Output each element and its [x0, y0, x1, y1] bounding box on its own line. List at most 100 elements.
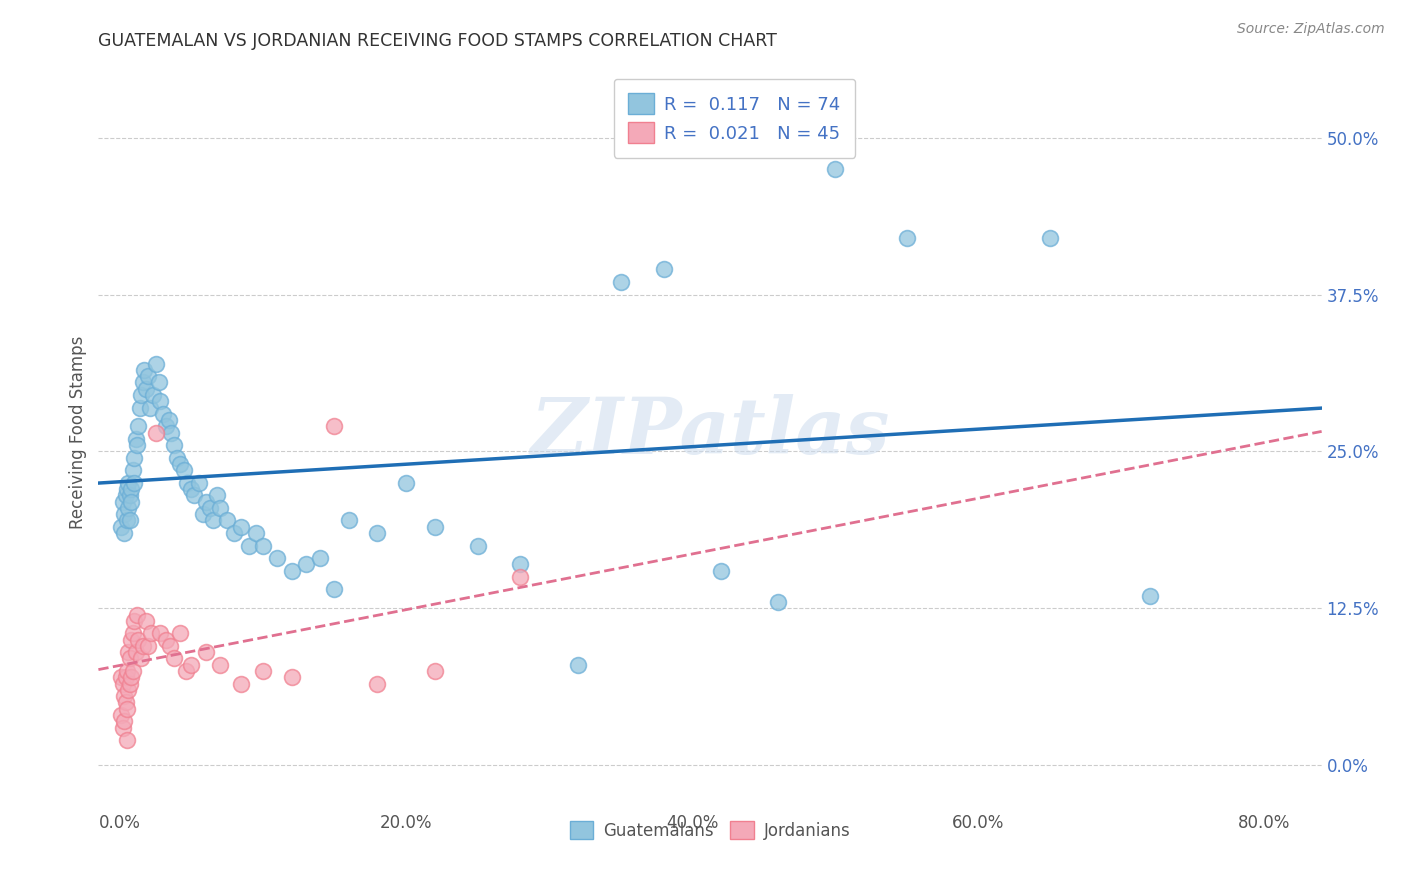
- Point: [609, 275, 631, 289]
- Point: [169, 626, 191, 640]
- Point: [174, 664, 197, 678]
- Point: [183, 488, 205, 502]
- Point: [366, 526, 388, 541]
- Point: [217, 513, 239, 527]
- Point: [163, 438, 186, 452]
- Point: [252, 539, 274, 553]
- Point: [114, 670, 136, 684]
- Point: [509, 558, 531, 572]
- Point: [467, 539, 489, 553]
- Point: [145, 357, 167, 371]
- Point: [194, 494, 217, 508]
- Point: [118, 513, 141, 527]
- Point: [125, 438, 148, 452]
- Point: [157, 413, 180, 427]
- Point: [1139, 589, 1161, 603]
- Point: [395, 475, 418, 490]
- Point: [132, 639, 155, 653]
- Text: GUATEMALAN VS JORDANIAN RECEIVING FOOD STAMPS CORRELATION CHART: GUATEMALAN VS JORDANIAN RECEIVING FOOD S…: [98, 32, 778, 50]
- Point: [115, 664, 138, 678]
- Point: [766, 595, 789, 609]
- Point: [148, 376, 170, 390]
- Point: [141, 626, 163, 640]
- Point: [245, 526, 267, 541]
- Point: [118, 676, 141, 690]
- Point: [423, 520, 446, 534]
- Point: [115, 482, 138, 496]
- Point: [131, 388, 153, 402]
- Point: [191, 507, 214, 521]
- Point: [155, 632, 177, 647]
- Point: [208, 657, 231, 672]
- Point: [176, 475, 198, 490]
- Point: [652, 262, 675, 277]
- Point: [121, 664, 143, 678]
- Point: [134, 363, 156, 377]
- Point: [180, 482, 202, 496]
- Point: [138, 639, 160, 653]
- Point: [112, 689, 135, 703]
- Point: [117, 500, 139, 515]
- Point: [149, 394, 172, 409]
- Point: [323, 419, 346, 434]
- Point: [710, 564, 733, 578]
- Point: [205, 488, 228, 502]
- Point: [295, 558, 318, 572]
- Point: [166, 450, 188, 465]
- Point: [120, 670, 142, 684]
- Point: [201, 513, 224, 527]
- Point: [149, 626, 172, 640]
- Text: Source: ZipAtlas.com: Source: ZipAtlas.com: [1237, 22, 1385, 37]
- Point: [280, 670, 302, 684]
- Point: [280, 564, 302, 578]
- Point: [120, 632, 142, 647]
- Point: [366, 676, 388, 690]
- Point: [115, 701, 138, 715]
- Point: [112, 526, 135, 541]
- Point: [125, 607, 148, 622]
- Point: [180, 657, 202, 672]
- Point: [117, 645, 139, 659]
- Point: [118, 651, 141, 665]
- Point: [111, 721, 134, 735]
- Point: [824, 162, 846, 177]
- Point: [187, 475, 209, 490]
- Point: [120, 482, 142, 496]
- Point: [138, 369, 160, 384]
- Point: [114, 695, 136, 709]
- Point: [896, 231, 918, 245]
- Point: [231, 520, 253, 534]
- Point: [135, 614, 157, 628]
- Point: [145, 425, 167, 440]
- Point: [121, 626, 143, 640]
- Point: [159, 639, 181, 653]
- Point: [423, 664, 446, 678]
- Point: [231, 676, 253, 690]
- Point: [124, 432, 146, 446]
- Point: [152, 407, 174, 421]
- Point: [323, 582, 346, 597]
- Point: [208, 500, 231, 515]
- Point: [224, 526, 246, 541]
- Point: [509, 570, 531, 584]
- Point: [115, 513, 138, 527]
- Point: [110, 520, 132, 534]
- Point: [131, 651, 153, 665]
- Point: [252, 664, 274, 678]
- Point: [122, 475, 145, 490]
- Point: [309, 551, 332, 566]
- Point: [127, 419, 149, 434]
- Point: [118, 488, 141, 502]
- Point: [129, 401, 152, 415]
- Point: [127, 632, 149, 647]
- Point: [139, 401, 162, 415]
- Point: [160, 425, 183, 440]
- Point: [124, 645, 146, 659]
- Point: [266, 551, 288, 566]
- Point: [112, 507, 135, 521]
- Point: [132, 376, 155, 390]
- Point: [122, 614, 145, 628]
- Point: [135, 382, 157, 396]
- Point: [238, 539, 260, 553]
- Point: [337, 513, 360, 527]
